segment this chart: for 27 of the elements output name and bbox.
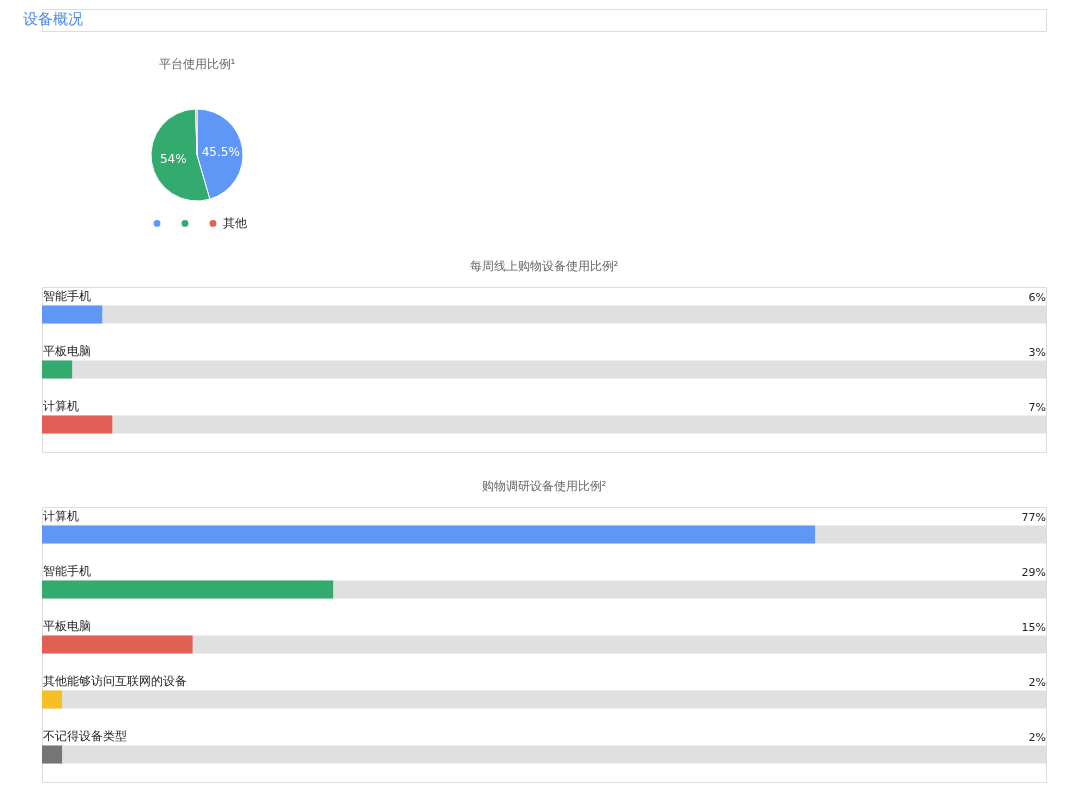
data-label: 77% [1021, 510, 1046, 524]
chart-title: 购物调研设备使用比例² [481, 479, 607, 493]
y-tick-label: 计算机 [42, 508, 79, 523]
y-tick-label: 平板电脑 [42, 618, 91, 633]
y-tick-label: 计算机 [42, 398, 79, 413]
y-tick-label: 其他能够访问互联网的设备 [42, 673, 187, 688]
chart-title: 每周线上购物设备使用比例² [469, 259, 619, 273]
bar [42, 580, 334, 599]
data-label: 45.5% [201, 144, 240, 159]
data-label: 29% [1021, 565, 1046, 579]
data-label: 15% [1021, 620, 1046, 634]
data-label: 2% [1028, 730, 1046, 744]
chart-title: 平台使用比例¹ [158, 57, 236, 71]
y-tick-label: 智能手机 [42, 563, 91, 578]
data-label: 3% [1028, 345, 1046, 359]
data-label: 54% [159, 151, 187, 166]
text: 设备概况 [23, 10, 83, 28]
y-tick-label: 智能手机 [42, 288, 91, 303]
bar [42, 635, 193, 654]
legend-label: 其他 [223, 216, 247, 231]
y-tick-label: 平板电脑 [42, 343, 91, 358]
data-label: 7% [1028, 400, 1046, 414]
y-tick-label: 不记得设备类型 [42, 728, 127, 743]
data-label: 2% [1028, 675, 1046, 689]
data-label: 6% [1028, 290, 1046, 304]
bar [42, 690, 63, 709]
bar [42, 745, 63, 764]
